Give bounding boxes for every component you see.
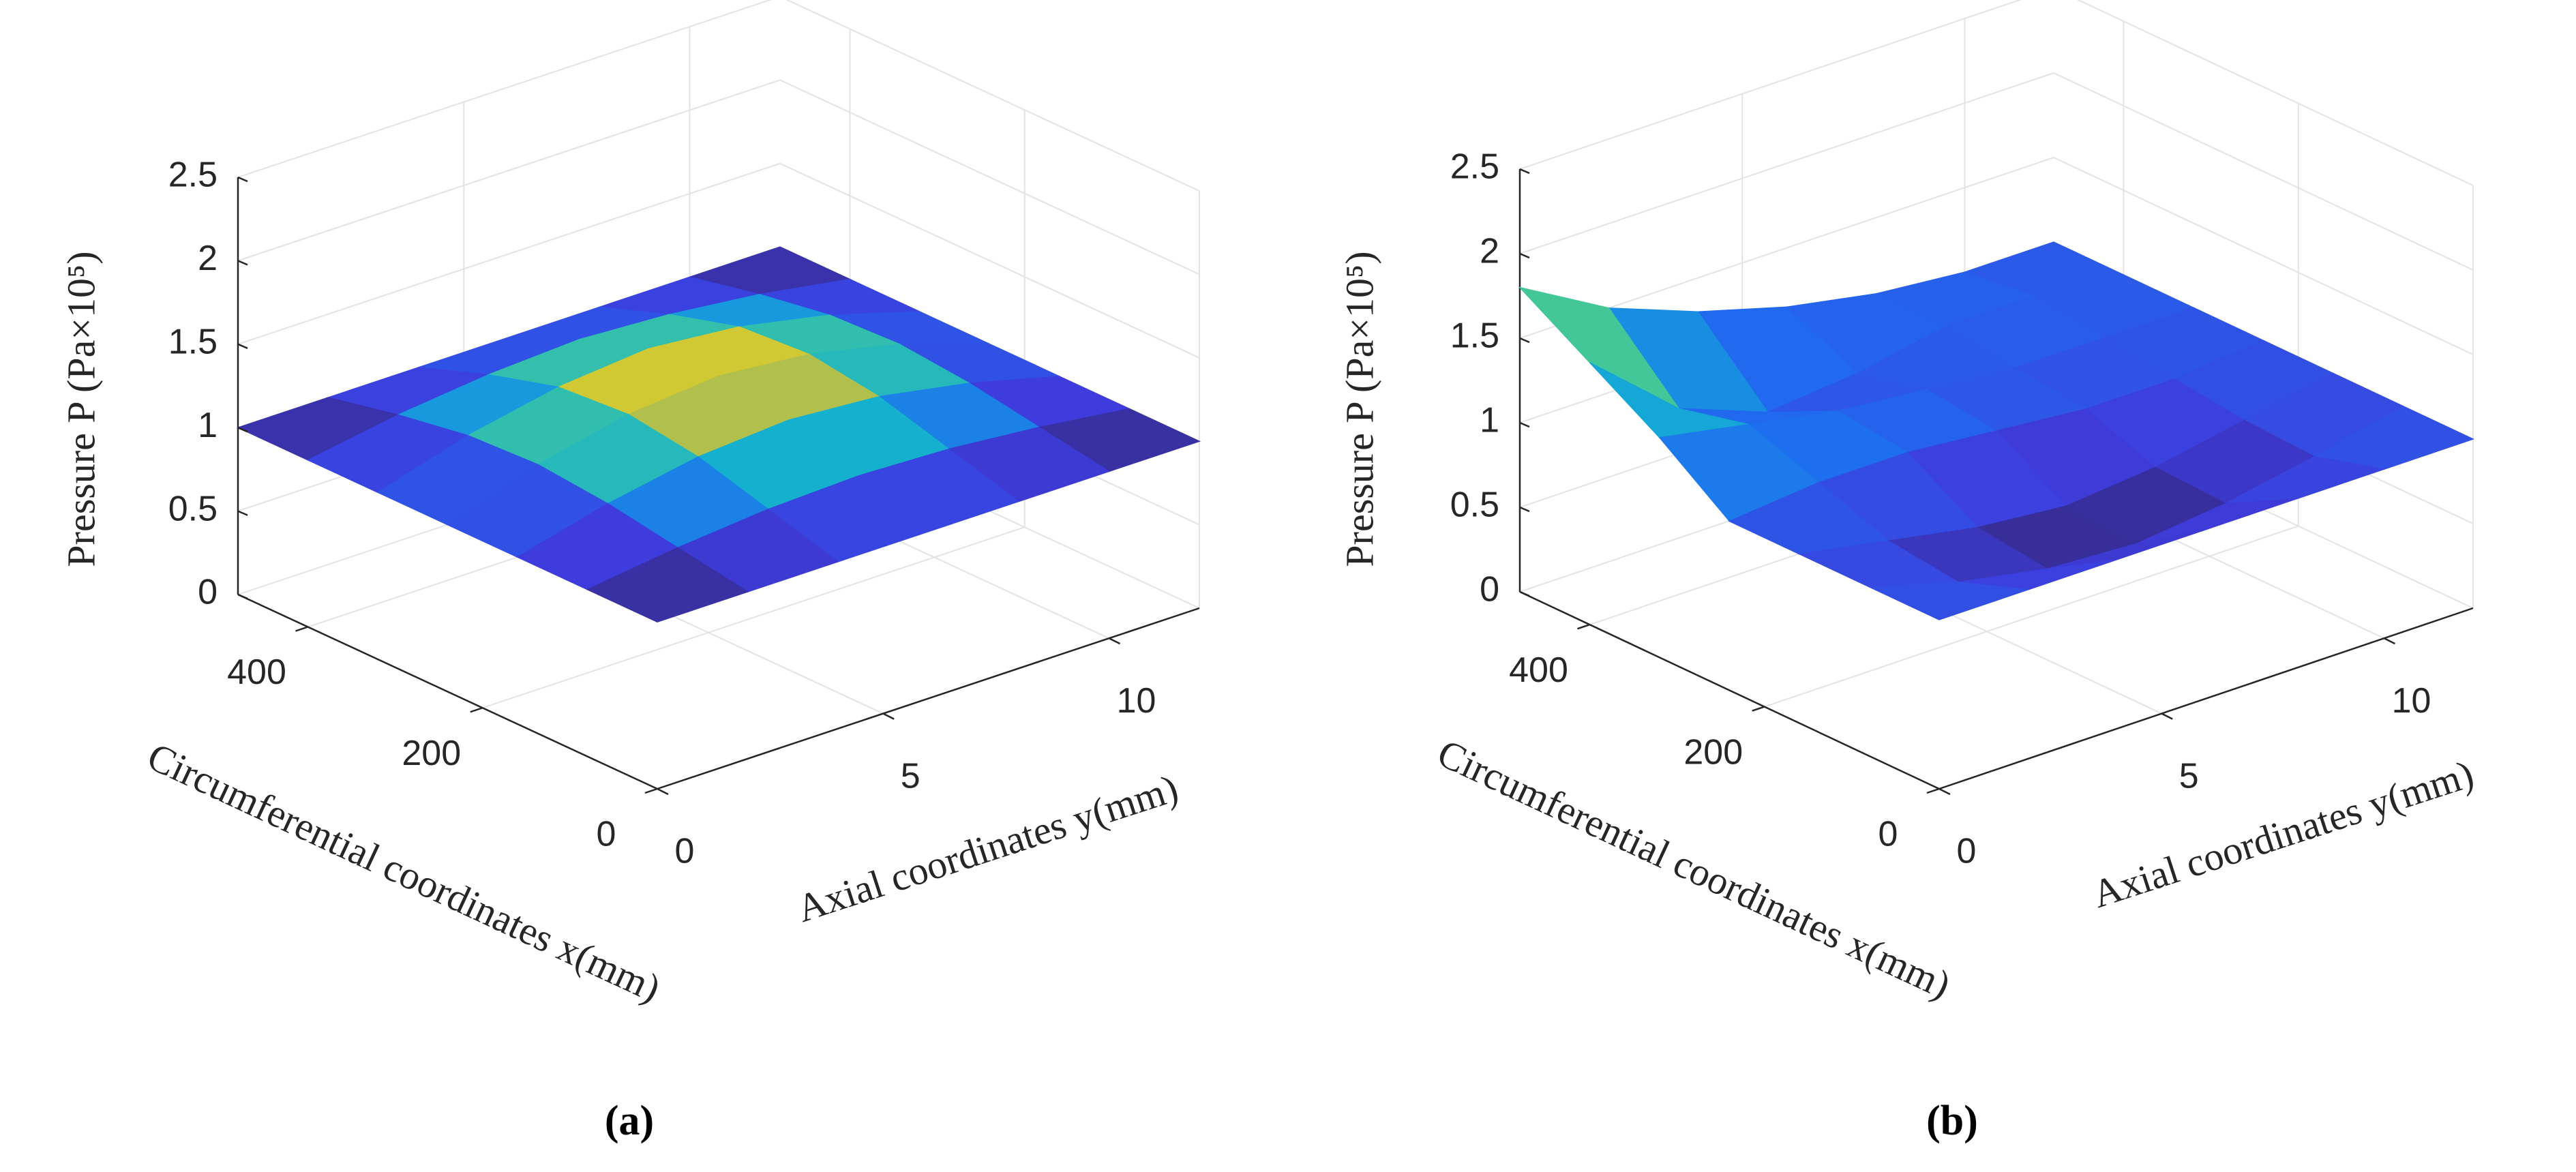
surface-chart: 0 0.5 1 1.5 2 2.5 0 200 400 0 5 10 Pressure P (Pa×10… [59, 0, 1201, 1144]
x-tick-label: 0 [1878, 815, 1898, 854]
z-axis-label: Pressure P (Pa×10⁵) [59, 251, 103, 567]
y-tick-label: 10 [2392, 681, 2431, 721]
x-tick [1577, 623, 1590, 630]
z-tick [1519, 590, 1530, 597]
x-tick [470, 707, 483, 713]
x-axis-label: Circumferential coordinates x(mm) [141, 734, 668, 1010]
z-tick [237, 593, 248, 600]
y-tick [882, 712, 895, 720]
y-tick-label: 5 [2179, 756, 2199, 796]
panel-label: (a) [605, 1098, 654, 1144]
z-tick-label: 0 [1480, 570, 1499, 610]
z-tick-label: 2 [198, 239, 218, 278]
grid-line [2076, 0, 2474, 186]
surface-patch [586, 547, 749, 623]
z-tick-label: 1.5 [1450, 316, 1499, 356]
z-tick [1519, 168, 1530, 175]
z-tick-label: 2 [1480, 232, 1499, 271]
x-tick-label: 400 [1509, 650, 1568, 690]
y-axis-label: Axial coordinates y(mm) [792, 766, 1184, 931]
x-tick-label: 0 [597, 815, 616, 854]
y-tick [1108, 637, 1121, 645]
x-tick [644, 787, 658, 794]
z-tick-label: 1 [1480, 401, 1499, 440]
y-tick-label: 5 [901, 756, 920, 796]
grid-line [779, 79, 1200, 275]
y-axis-label: Axial coordinates y(mm) [2087, 751, 2479, 916]
z-tick-label: 0 [198, 573, 218, 612]
x-tick-label: 400 [227, 652, 286, 692]
z-tick [237, 176, 248, 183]
y-tick [657, 787, 669, 796]
z-tick-label: 0.5 [168, 489, 218, 528]
grid-line [237, 79, 781, 262]
z-tick [237, 343, 248, 349]
panel-label: (b) [1926, 1098, 1978, 1144]
z-tick-label: 1.5 [168, 322, 218, 362]
y-tick-label: 0 [1957, 832, 1977, 871]
grid-line [2053, 72, 2474, 271]
x-tick [1752, 706, 1765, 712]
surface-patch [1869, 582, 2028, 620]
x-tick [1926, 787, 1940, 794]
z-tick [237, 510, 248, 516]
z-tick [1519, 421, 1530, 428]
grid-line [237, 0, 773, 178]
z-tick [1519, 337, 1530, 344]
x-tick-label: 200 [1683, 732, 1743, 772]
x-tick-label: 200 [402, 734, 461, 773]
x-tick [295, 626, 308, 632]
y-tick-label: 10 [1117, 681, 1156, 721]
y-tick [1938, 787, 1951, 796]
grid-line [1519, 0, 2022, 170]
z-tick-label: 1 [198, 406, 218, 445]
grid-line [785, 0, 1200, 192]
y-tick-label: 0 [675, 832, 695, 871]
z-tick-label: 2.5 [1450, 147, 1499, 187]
z-tick-label: 0.5 [1450, 485, 1499, 525]
z-axis-label: Pressure P (Pa×10⁵) [1337, 251, 1381, 567]
z-tick [1519, 506, 1530, 513]
z-tick [237, 427, 248, 433]
y-tick [2161, 712, 2173, 720]
grid-line [1519, 72, 2054, 254]
z-tick [237, 260, 248, 266]
z-tick-label: 2.5 [168, 155, 218, 195]
y-tick [2383, 637, 2396, 645]
z-tick [1519, 252, 1530, 259]
